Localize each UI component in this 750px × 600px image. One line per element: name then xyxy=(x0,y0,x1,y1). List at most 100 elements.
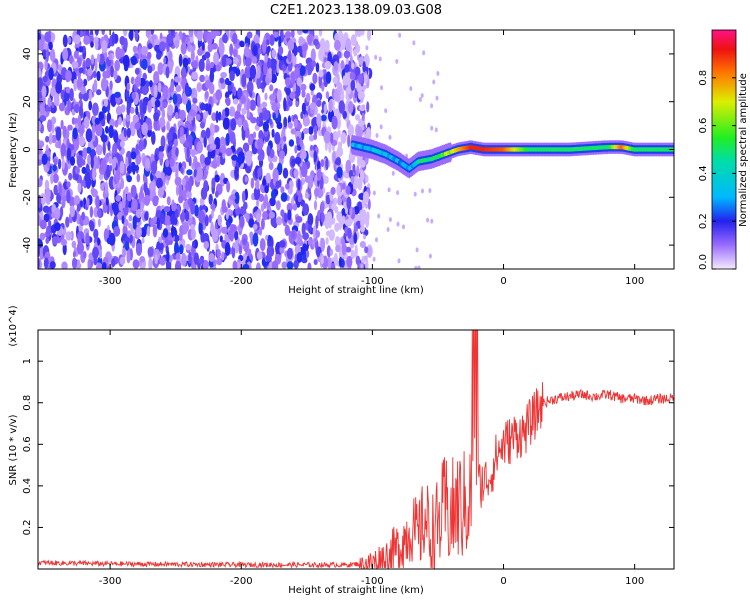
heatmap-cell xyxy=(108,155,113,165)
heatmap-cell xyxy=(178,53,183,67)
heatmap-cell xyxy=(111,31,115,46)
heatmap-cell xyxy=(132,188,137,197)
heatmap-cell xyxy=(94,117,101,125)
heatmap-cell xyxy=(333,252,338,266)
heatmap-cell xyxy=(244,65,252,79)
heatmap-cell xyxy=(430,103,434,109)
heatmap-cell xyxy=(307,213,314,227)
heatmap-cell xyxy=(164,215,172,227)
heatmap-cell xyxy=(239,215,245,229)
heatmap-cell xyxy=(346,196,352,210)
heatmap-cell xyxy=(316,92,323,101)
heatmap-cell xyxy=(93,228,99,240)
heatmap-cell xyxy=(315,230,321,238)
heatmap-cell xyxy=(286,261,294,269)
heatmap-cell xyxy=(54,207,61,220)
heatmap-cell xyxy=(113,69,118,80)
heatmap-cell xyxy=(198,258,205,265)
heatmap-cell xyxy=(241,190,246,203)
heatmap-cell xyxy=(287,39,295,51)
heatmap-cell xyxy=(334,39,341,51)
heatmap-cell xyxy=(208,214,212,224)
heatmap-cell xyxy=(428,253,432,259)
heatmap-cell xyxy=(342,78,349,86)
heatmap-cell xyxy=(271,260,278,269)
heatmap-cell xyxy=(323,103,328,114)
heatmap-cell xyxy=(215,89,223,101)
heatmap-cell xyxy=(247,134,254,146)
heatmap-cell xyxy=(341,242,347,256)
heatmap-cell xyxy=(257,167,262,178)
heatmap-cell xyxy=(402,224,405,230)
colorbar-ticks: 0.0 0.2 0.4 0.6 0.8 xyxy=(698,70,736,270)
top-y-tick-label: 20 xyxy=(22,95,33,108)
heatmap-cell xyxy=(225,147,233,157)
heatmap-cell xyxy=(39,219,47,230)
heatmap-cell xyxy=(39,115,47,122)
heatmap-cell xyxy=(197,48,204,56)
bottom-plot-frame xyxy=(37,329,675,570)
heatmap-cell xyxy=(342,110,348,119)
heatmap-cell xyxy=(95,262,103,269)
heatmap-cell xyxy=(263,62,268,76)
heatmap-cell xyxy=(186,190,192,199)
heatmap-cell xyxy=(236,103,242,113)
heatmap-cell xyxy=(287,99,293,107)
heatmap-cell xyxy=(251,56,258,64)
heatmap-cell xyxy=(229,70,235,82)
heatmap-cell xyxy=(414,265,418,269)
heatmap-cell xyxy=(196,82,203,93)
heatmap-cell xyxy=(345,207,348,215)
heatmap-cell xyxy=(121,215,125,225)
heatmap-cell xyxy=(308,126,314,135)
top-x-axis-label: Height of straight line (km) xyxy=(288,285,424,296)
heatmap-cell xyxy=(41,49,47,57)
heatmap-cell xyxy=(320,159,325,168)
heatmap-cell xyxy=(65,129,70,140)
heatmap-cell xyxy=(179,109,186,121)
heatmap-cell xyxy=(196,166,204,181)
heatmap-cell xyxy=(363,73,368,85)
heatmap-cell xyxy=(367,246,372,258)
bottom-y-axis-label: SNR (10 * v/v) xyxy=(8,414,19,485)
heatmap-cell xyxy=(208,193,213,205)
heatmap-cell xyxy=(174,76,181,83)
heatmap-cell xyxy=(297,195,302,203)
heatmap-cell xyxy=(258,130,264,141)
heatmap-cell xyxy=(193,252,199,265)
heatmap-cell xyxy=(234,230,239,241)
heatmap-cell xyxy=(96,70,101,82)
heatmap-cell xyxy=(301,90,306,98)
heatmap-cell xyxy=(354,244,358,259)
heatmap-cell xyxy=(141,237,145,244)
heatmap-cell xyxy=(259,238,266,252)
heatmap-cell xyxy=(199,74,206,83)
heatmap-cell xyxy=(55,81,63,94)
heatmap-cell xyxy=(79,136,86,147)
heatmap-cell xyxy=(294,145,298,154)
heatmap-cell xyxy=(69,205,75,213)
heatmap-cell xyxy=(301,222,306,236)
heatmap-cell xyxy=(238,244,243,255)
heatmap-cell xyxy=(338,100,346,114)
heatmap-cell xyxy=(142,138,147,148)
heatmap-cell xyxy=(126,103,131,116)
heatmap-cell xyxy=(224,91,230,99)
heatmap-cell xyxy=(363,234,366,240)
heatmap-cell xyxy=(74,166,80,175)
heatmap-cell xyxy=(50,86,57,97)
heatmap-cell xyxy=(198,143,203,152)
heatmap-cell xyxy=(139,186,144,201)
heatmap-cell xyxy=(229,231,234,242)
heatmap-cell xyxy=(220,144,227,154)
heatmap-cell xyxy=(372,190,376,196)
heatmap-cell xyxy=(193,167,197,178)
heatmap-cell xyxy=(248,248,252,257)
heatmap-cell xyxy=(73,78,78,92)
heatmap-cell xyxy=(353,232,358,244)
heatmap-cell xyxy=(271,189,276,200)
heatmap-cell xyxy=(269,84,274,92)
heatmap-cell xyxy=(256,64,261,79)
heatmap-cell xyxy=(230,224,237,233)
